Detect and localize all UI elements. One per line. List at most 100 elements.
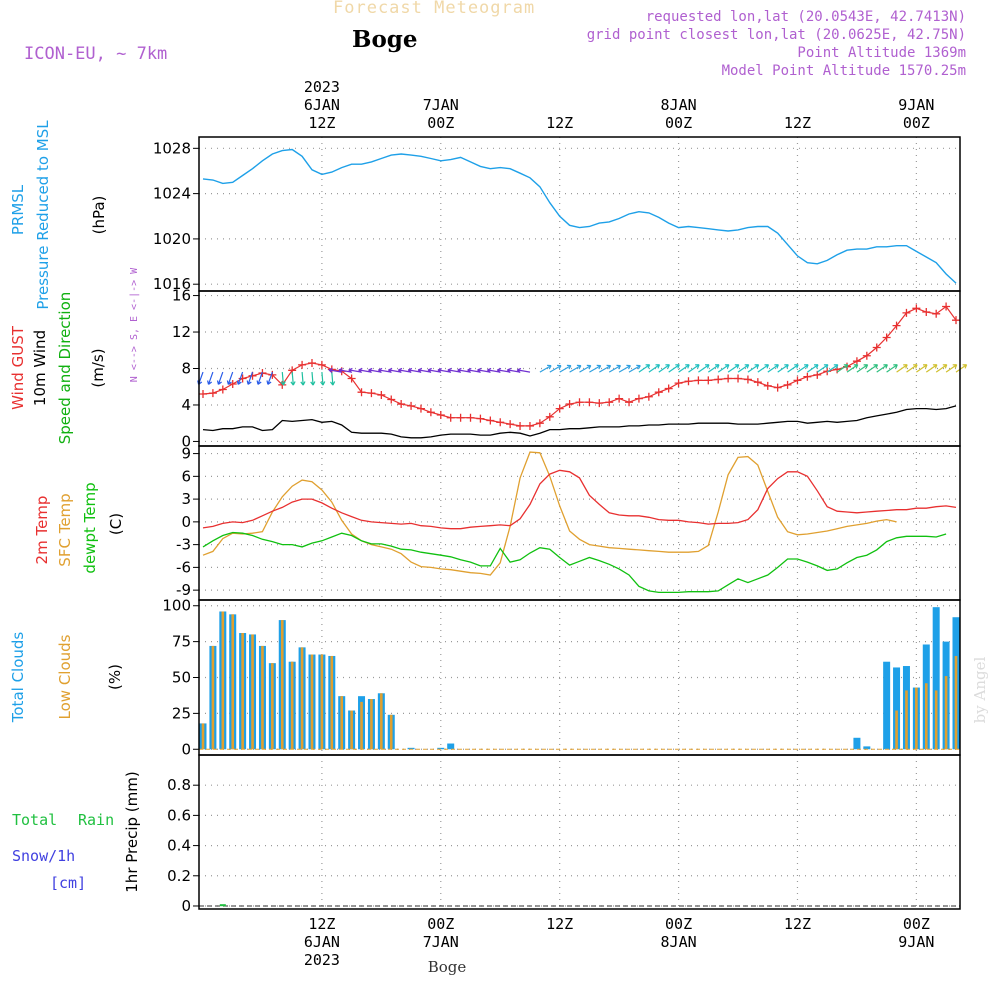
gust-marker xyxy=(664,384,673,393)
wind-direction-arrow xyxy=(310,372,316,386)
wind-direction-arrow xyxy=(955,364,968,373)
wind-direction-arrow xyxy=(876,364,888,373)
panel-frame-pressure xyxy=(198,136,961,292)
gust-marker xyxy=(743,375,752,384)
wind-direction-arrow xyxy=(368,367,382,374)
wind-direction-arrow xyxy=(427,367,441,374)
gust-marker xyxy=(694,376,703,385)
wind-direction-arrow xyxy=(866,364,879,373)
wind-direction-arrow xyxy=(599,364,612,373)
wind-direction-arrow xyxy=(236,371,244,385)
wind-direction-arrow xyxy=(506,367,521,374)
wind-direction-arrow xyxy=(216,371,224,385)
top-time-label: 12Z xyxy=(784,114,811,132)
temp-2m-label: 2m Temp xyxy=(33,496,51,565)
low-cloud-bar xyxy=(954,655,958,750)
prmsl-line xyxy=(202,148,957,284)
dewpoint-line xyxy=(202,531,947,594)
wind-direction-arrow xyxy=(688,364,700,373)
y-tick-label: 50 xyxy=(172,669,191,687)
wind-direction-arrow xyxy=(787,364,799,373)
top-time-label: 2023 xyxy=(304,78,340,96)
wind-direction-arrow xyxy=(767,364,779,373)
low-cloud-bar xyxy=(241,633,244,750)
wind-direction-arrow xyxy=(886,364,898,373)
temp-sfc-label: SFC Temp xyxy=(56,493,74,566)
wind-direction-arrow xyxy=(559,364,572,373)
precip-cm-label: [cm] xyxy=(50,874,86,892)
wind-direction-arrow xyxy=(477,367,491,374)
gust-marker xyxy=(952,316,960,325)
gust-marker xyxy=(922,307,931,316)
wind-direction-arrow xyxy=(797,364,809,373)
bottom-time-label: 9JAN xyxy=(898,933,934,951)
bottom-time-label: 7JAN xyxy=(423,933,459,951)
gust-marker xyxy=(377,390,386,399)
pressure-label-msl: Pressure Reduced to MSL xyxy=(34,120,52,310)
gust-marker xyxy=(654,388,663,397)
gust-marker xyxy=(724,374,733,383)
gust-marker xyxy=(535,419,544,428)
gust-marker xyxy=(357,388,366,397)
low-cloud-bar xyxy=(320,654,324,750)
bottom-time-label: 12Z xyxy=(308,915,335,933)
wind-direction-arrow xyxy=(807,364,819,373)
wind-10m-label: 10m Wind xyxy=(31,330,49,406)
wind-direction-arrow xyxy=(608,364,622,373)
gust-marker xyxy=(872,343,881,352)
gust-marker xyxy=(486,416,495,425)
bottom-time-label: 12Z xyxy=(546,915,573,933)
gust-marker xyxy=(426,408,435,417)
y-tick-label: 100 xyxy=(162,597,191,615)
y-tick-label: 4 xyxy=(181,396,191,414)
location-title: Boge xyxy=(352,26,418,53)
wind-direction-arrow xyxy=(387,367,402,374)
wind-direction-arrow xyxy=(856,364,869,373)
gust-marker xyxy=(783,380,792,389)
wind-direction-arrow xyxy=(777,364,789,373)
wind-direction-arrow xyxy=(447,367,461,374)
wind-direction-arrow xyxy=(737,364,750,373)
low-cloud-bar xyxy=(340,696,344,750)
wind-direction-arrow xyxy=(945,364,958,373)
temp-2m-line xyxy=(202,469,957,530)
gust-marker xyxy=(456,413,465,422)
gust-marker xyxy=(466,413,475,422)
gust-marker xyxy=(793,376,802,385)
top-time-label: 7JAN xyxy=(423,96,459,114)
pressure-label-prmsl: PRMSL xyxy=(9,184,27,235)
pressure-unit: (hPa) xyxy=(90,196,108,235)
precip-axis-label: 1hr Precip (mm) xyxy=(123,771,141,892)
total-cloud-bar xyxy=(407,747,415,750)
gust-marker xyxy=(634,394,643,403)
low-cloud-bar xyxy=(380,693,383,750)
precip-total-label: Total xyxy=(12,811,57,829)
gust-marker xyxy=(882,333,891,342)
wind-direction-arrow xyxy=(338,367,352,374)
bottom-time-label: 00Z xyxy=(427,915,454,933)
wind-gust-label: Wind GUST xyxy=(9,325,27,410)
gust-marker xyxy=(714,375,723,384)
wind-direction-arrow xyxy=(486,367,501,374)
top-time-label: 12Z xyxy=(546,114,573,132)
gust-marker xyxy=(347,374,356,383)
wind-direction-arrow xyxy=(256,371,263,385)
gust-marker xyxy=(278,380,287,389)
gust-marker xyxy=(476,414,485,423)
model-name: ICON-EU, ~ 7km xyxy=(24,44,168,64)
gust-marker xyxy=(644,392,653,401)
y-tick-label: -3 xyxy=(176,536,191,554)
temp-dewpt-label: dewpt Temp xyxy=(81,482,99,573)
y-tick-label: 0.6 xyxy=(167,806,191,824)
wind-direction-arrow xyxy=(549,364,562,373)
low-cloud-bar xyxy=(231,614,235,750)
gust-marker xyxy=(317,360,326,369)
wind-direction-arrow xyxy=(348,367,362,374)
y-tick-label: 75 xyxy=(172,633,191,651)
gust-marker xyxy=(684,377,693,386)
y-tick-label: -9 xyxy=(176,581,191,599)
gust-marker xyxy=(575,398,584,407)
total-cloud-bar xyxy=(932,607,940,750)
